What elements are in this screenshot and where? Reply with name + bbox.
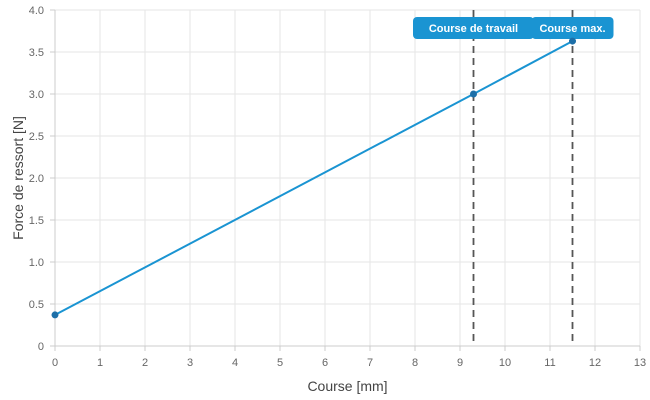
annotation-label-box <box>413 17 534 39</box>
grid <box>54 9 641 347</box>
x-tick-label: 6 <box>322 357 328 369</box>
annotation-label: Course de travail <box>429 23 518 35</box>
y-tick-label: 2.5 <box>29 131 44 143</box>
y-tick-label: 3.5 <box>29 47 44 59</box>
annotation-label: Course max. <box>539 23 605 35</box>
y-tick-label: 3.0 <box>29 89 44 101</box>
series <box>51 37 576 319</box>
x-tick-label: 11 <box>544 357 555 369</box>
x-tick-label: 12 <box>589 357 601 369</box>
y-tick-label: 1.0 <box>29 257 44 269</box>
y-tick-label: 2.0 <box>29 173 44 185</box>
x-tick-label: 13 <box>634 357 646 369</box>
x-tick-label: 5 <box>277 357 283 369</box>
x-tick-label: 2 <box>142 357 148 369</box>
y-tick-label: 1.5 <box>29 215 44 227</box>
x-tick-label: 10 <box>499 357 511 369</box>
y-tick-label: 4.0 <box>29 5 44 17</box>
y-tick-label: 0.5 <box>29 299 44 311</box>
y-tick-label: 0 <box>38 341 44 353</box>
x-axis-title: Course [mm] <box>307 378 387 394</box>
annotations: Course de travail Course max. <box>413 10 614 346</box>
data-point <box>569 37 576 45</box>
axes <box>50 9 641 351</box>
y-axis-title: Force de ressort [N] <box>10 116 26 240</box>
annotation-label-box <box>531 17 614 39</box>
x-tick-label: 9 <box>457 357 463 369</box>
x-tick-label: 0 <box>52 357 58 369</box>
x-tick-label: 3 <box>187 357 193 369</box>
x-tick-label: 4 <box>232 357 238 369</box>
data-point <box>470 90 477 98</box>
x-tick-label: 1 <box>97 357 103 369</box>
tick-labels: 0 1 2 3 4 5 6 7 8 9 10 11 12 1300.51.01.52.02.53.03.5… <box>29 5 646 369</box>
data-point <box>51 311 59 319</box>
x-tick-label: 7 <box>367 357 373 369</box>
x-tick-label: 8 <box>412 357 418 369</box>
